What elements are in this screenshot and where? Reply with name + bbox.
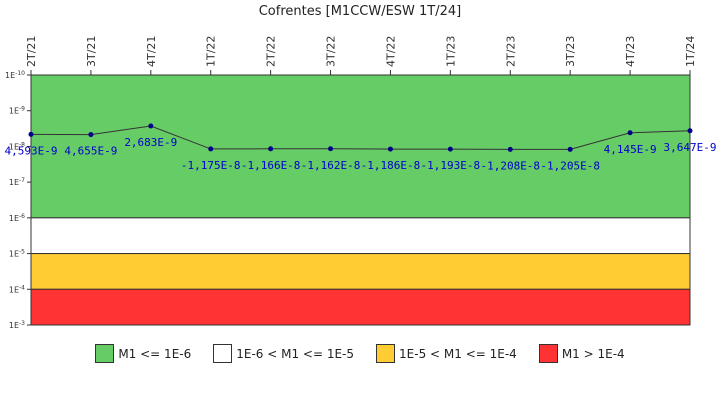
- chart-title: Cofrentes [M1CCW/ESW 1T/24]: [258, 4, 462, 19]
- data-point: [687, 128, 693, 134]
- data-label: 2,683E-9: [124, 136, 177, 149]
- data-label: -1,208E-8: [480, 159, 540, 172]
- y-tick-label: 1E-3: [9, 320, 25, 330]
- data-point: [567, 146, 573, 152]
- y-tick-label: 1E-7: [9, 177, 25, 187]
- x-tick-label: 2T/23: [504, 36, 517, 67]
- data-point: [328, 146, 334, 152]
- x-tick-label: 3T/23: [564, 36, 577, 67]
- x-tick-label: 4T/21: [145, 36, 158, 67]
- chart-legend: M1 <= 1E-6 1E-6 < M1 <= 1E-5 1E-5 < M1 <= …: [0, 344, 720, 363]
- legend-label: M1 > 1E-4: [561, 346, 625, 361]
- x-tick-label: 1T/22: [205, 36, 218, 67]
- data-point: [268, 146, 274, 152]
- band-3: [30, 288, 691, 326]
- y-tick-label: 1E-8: [9, 141, 25, 151]
- band-1: [30, 217, 691, 255]
- legend-swatch: [538, 344, 558, 363]
- data-point: [387, 146, 393, 152]
- legend-item: M1 <= 1E-6: [95, 344, 191, 363]
- legend-label: 1E-5 < M1 <= 1E-4: [399, 346, 517, 361]
- data-label: -1,193E-8: [421, 159, 481, 172]
- x-tick-label: 2T/22: [265, 36, 278, 67]
- data-point: [88, 132, 94, 138]
- x-tick-label: 4T/23: [624, 36, 637, 67]
- y-tick-label: 1E-4: [9, 284, 25, 294]
- data-point: [507, 146, 513, 152]
- chart-plot: 1E-10 1E-9 1E-8 1E-7 1E-6 1E-5 1E-4 1E-3 2T/21 3T…: [5, 36, 717, 330]
- legend-item: M1 > 1E-4: [538, 344, 625, 363]
- data-label: 3,647E-9: [664, 141, 717, 154]
- data-point: [148, 123, 154, 129]
- data-point: [627, 130, 633, 136]
- data-point: [208, 146, 214, 152]
- x-tick-label: 3T/22: [325, 36, 338, 67]
- legend-item: 1E-5 < M1 <= 1E-4: [376, 344, 517, 363]
- legend-item: 1E-6 < M1 <= 1E-5: [213, 344, 354, 363]
- data-label: 4,145E-9: [604, 143, 657, 156]
- legend-swatch: [95, 344, 115, 363]
- x-tick-label: 1T/24: [684, 36, 697, 67]
- x-tick-label: 3T/21: [85, 36, 98, 67]
- data-label: -1,166E-8: [241, 159, 301, 172]
- data-label: -1,205E-8: [540, 159, 600, 172]
- x-tick-label: 2T/21: [25, 36, 38, 67]
- series-line: [30, 125, 691, 150]
- data-label: 4,655E-9: [64, 145, 117, 158]
- band-2: [30, 253, 691, 290]
- y-tick-label: 1E-5: [9, 249, 25, 259]
- x-tick-label: 1T/23: [444, 36, 457, 67]
- data-label: -1,186E-8: [361, 159, 421, 172]
- x-tick-label: 4T/22: [384, 36, 397, 67]
- data-label: -1,175E-8: [181, 159, 241, 172]
- data-label: -1,162E-8: [301, 159, 361, 172]
- y-tick-label: 1E-9: [9, 106, 25, 116]
- y-tick-label: 1E-10: [5, 70, 25, 80]
- y-tick-label: 1E-6: [9, 213, 25, 223]
- legend-label: M1 <= 1E-6: [118, 346, 192, 361]
- data-label: 4,593E-9: [5, 144, 58, 157]
- legend-swatch: [376, 344, 396, 363]
- data-point: [447, 146, 453, 152]
- legend-swatch: [213, 344, 233, 363]
- legend-label: 1E-6 < M1 <= 1E-5: [236, 346, 355, 361]
- data-point: [28, 131, 34, 137]
